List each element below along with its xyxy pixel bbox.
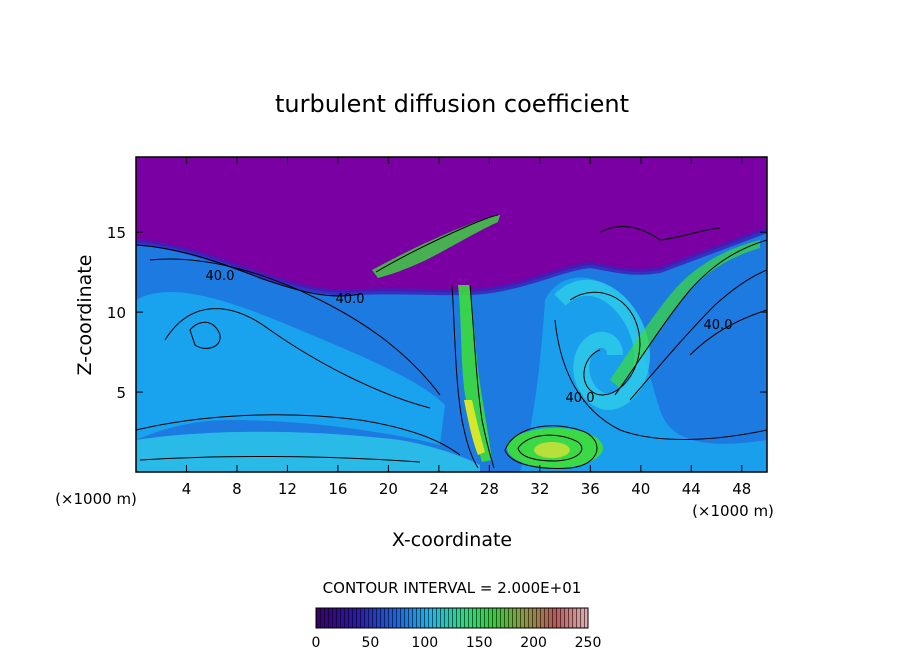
contour-lines [136, 214, 767, 469]
y-tick-label: 5 [116, 384, 126, 402]
chart-title: turbulent diffusion coefficient [275, 90, 629, 118]
contour-interval-text: CONTOUR INTERVAL = 2.000E+01 [323, 579, 582, 597]
contour-line [629, 269, 767, 401]
contour-line [164, 308, 431, 409]
colorbar-stripes [316, 608, 588, 628]
y-tick-label: 10 [107, 304, 126, 322]
colorbar-tick-label: 50 [361, 635, 379, 651]
contour-line [614, 239, 767, 396]
contour-line [689, 309, 767, 356]
x-unit-label-right: (×1000 m) [692, 502, 774, 520]
x-tick-label: 4 [182, 480, 192, 498]
y-axis-label: Z-coordinate [74, 255, 96, 376]
yellow-blob-bottom [534, 442, 570, 458]
contour-line [451, 284, 479, 469]
contour-label: 40.0 [336, 292, 365, 307]
colorbar-tick-label: 0 [312, 635, 321, 651]
x-unit-label-left: (×1000 m) [55, 490, 137, 508]
x-tick-label: 28 [480, 480, 499, 498]
contour-label: 40.0 [566, 391, 595, 406]
x-tick-label: 24 [429, 480, 448, 498]
x-tick-label: 32 [530, 480, 549, 498]
contour-line [375, 214, 499, 273]
light-blue-region-left [136, 291, 445, 445]
x-tick-label: 12 [278, 480, 297, 498]
contour-line [189, 321, 221, 349]
contour-line [136, 414, 461, 456]
contour-label: 40.0 [704, 318, 733, 333]
contour-line [569, 291, 641, 396]
green-plume-center [458, 285, 492, 462]
colorbar-tick-label: 200 [520, 635, 547, 651]
x-axis-ticks: 4 8 12 16 20 24 28 32 36 40 44 48 [182, 157, 751, 498]
heatmap-field [136, 157, 767, 472]
upper-layer-fill [136, 157, 767, 293]
colorbar-ticks: 0 50 100 150 200 250 [312, 635, 602, 651]
contour-line [139, 455, 421, 463]
contour-line [149, 258, 441, 396]
green-band-right [610, 240, 760, 388]
y-axis-ticks: 5 10 15 [107, 224, 767, 402]
contour-line [469, 284, 495, 469]
colorbar: 0 50 100 150 200 250 [312, 607, 602, 651]
contour-line [599, 226, 721, 241]
cyan-swirl-region [554, 279, 650, 410]
x-tick-label: 44 [682, 480, 701, 498]
x-tick-label: 20 [379, 480, 398, 498]
yellow-plume-center [464, 400, 485, 455]
x-tick-label: 48 [732, 480, 751, 498]
colorbar-tick-label: 250 [575, 635, 602, 651]
x-tick-label: 36 [581, 480, 600, 498]
x-tick-label: 40 [631, 480, 650, 498]
x-axis-label: X-coordinate [392, 529, 512, 551]
green-band-upper [372, 215, 500, 278]
contour-line [504, 425, 598, 469]
contour-line [517, 434, 583, 462]
colorbar-tick-label: 100 [411, 635, 438, 651]
colorbar-tick-label: 150 [466, 635, 493, 651]
plot-frame [135, 156, 768, 473]
y-tick-label: 15 [107, 224, 126, 242]
contour-labels: 40.0 40.0 40.0 40.0 [206, 269, 733, 406]
x-tick-label: 16 [328, 480, 347, 498]
contour-label: 40.0 [206, 269, 235, 284]
colorbar-frame [315, 607, 589, 629]
light-blue-region-bottom [136, 431, 480, 472]
contour-line [136, 244, 361, 297]
contour-line [554, 319, 767, 440]
x-tick-label: 8 [232, 480, 242, 498]
